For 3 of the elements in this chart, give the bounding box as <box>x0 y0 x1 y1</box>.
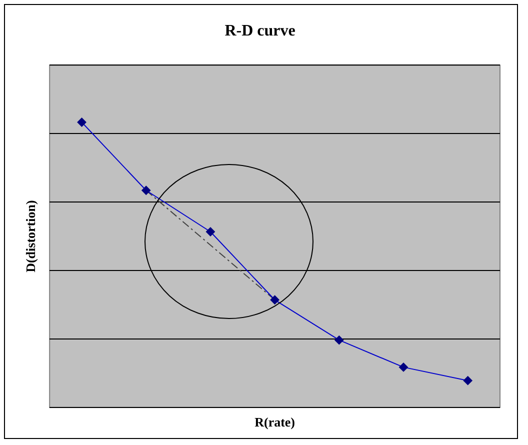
x-axis-title: R(rate) <box>254 414 296 430</box>
chart-title: R-D curve <box>224 22 296 40</box>
y-axis-title: D(distortion) <box>23 200 38 272</box>
